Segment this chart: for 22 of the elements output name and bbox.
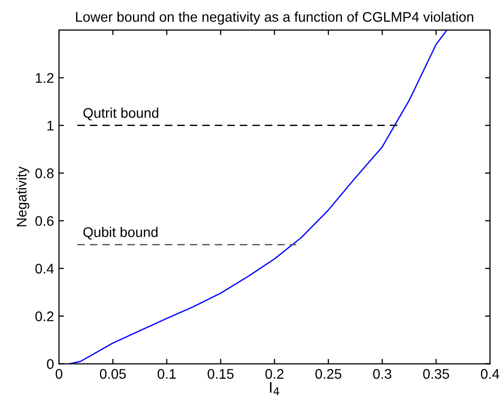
x-tick-label: 0.05 — [100, 369, 126, 379]
x-tick-label: 0.2 — [265, 369, 284, 379]
y-tick-label: 0.8 — [35, 168, 54, 178]
y-axis-title: Negativity — [16, 166, 30, 226]
x-tick-label: 0.4 — [480, 369, 500, 379]
x-tick-label: 0.25 — [315, 369, 342, 379]
x-axis-title: I$_{4}$ — [270, 382, 280, 396]
y-tick-label: 0.6 — [35, 216, 54, 226]
chart-title: Lower bound on the negativity as a function of CGLMP4 violation — [76, 12, 474, 25]
x-tick-label: 0.3 — [373, 369, 392, 379]
y-tick-label: 0 — [46, 359, 54, 369]
line-series — [69, 30, 448, 364]
x-tick-label: 0.15 — [208, 369, 234, 379]
y-tick-label: 1.2 — [36, 73, 54, 83]
y-tick-label: 0.2 — [35, 311, 54, 322]
y-tick-label: 0.4 — [35, 264, 54, 274]
annotation: Qutrit bound — [83, 108, 158, 120]
y-tick-label: 1 — [47, 120, 54, 130]
annotation: Qubit bound — [83, 226, 158, 240]
x-tick-label: 0.1 — [158, 369, 176, 379]
x-tick-label: 0.35 — [423, 369, 450, 379]
x-tick-label: 0 — [56, 369, 62, 379]
